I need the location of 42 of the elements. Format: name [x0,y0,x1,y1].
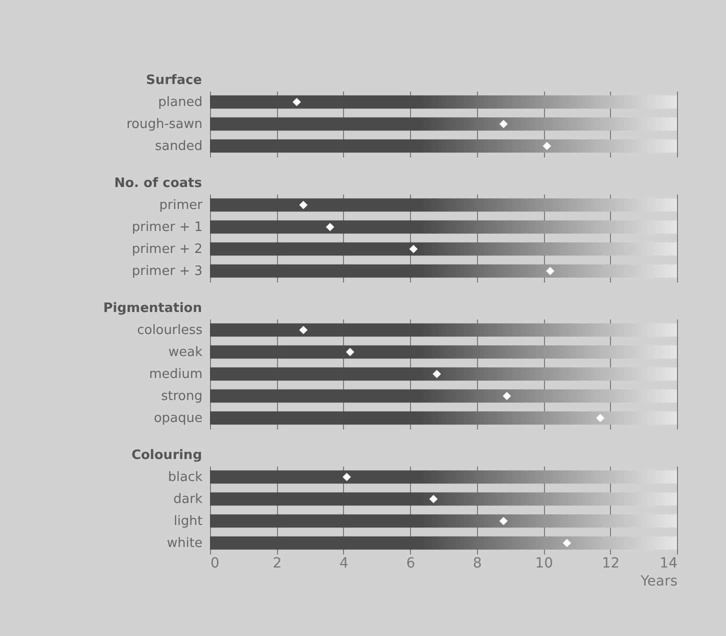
y-tick-label: white [166,536,202,551]
point [409,244,418,254]
y-tick-label: sanded [155,139,202,154]
y-tick-label: dark [173,492,203,507]
y-tick-label: black [168,470,203,485]
chart-title: Colouring [131,448,202,463]
chart-title: No. of coats [114,176,202,191]
x-tick-label: 8 [472,556,482,572]
point [562,538,572,548]
y-tick-label: primer + 2 [132,242,202,257]
x-tick-label: 2 [272,556,282,572]
y-tick-label: rough-sawn [126,117,202,132]
x-tick-label: 6 [406,556,416,572]
x-tick-label: 0 [210,556,220,572]
point [432,370,442,378]
y-tick-label: primer + 3 [132,264,202,279]
x-tick-label: 4 [339,556,348,572]
chart-title: Pigmentation [103,301,202,316]
point [326,222,334,232]
chart-title: Surface [146,73,202,88]
point [299,200,308,210]
y-tick-label: primer [159,198,204,213]
x-tick-label: 10 [535,556,553,572]
y-tick-label: planed [158,95,202,110]
point [342,472,351,482]
point [346,348,354,356]
y-tick-label: light [174,514,202,529]
x-tick-label: 14 [660,556,678,572]
point [502,392,512,400]
y-tick-label: strong [161,389,202,404]
y-tick-label: medium [149,367,202,382]
y-tick-label: weak [168,345,203,360]
y-tick-label: colourless [137,323,203,338]
point [429,494,438,504]
x-axis-title: Years [640,574,678,590]
y-tick-label: opaque [154,411,202,426]
point [596,414,604,422]
y-tick-label: primer + 1 [132,220,202,235]
x-tick-label: 12 [602,556,620,572]
point [499,516,508,526]
point [299,326,308,334]
point [546,266,554,276]
